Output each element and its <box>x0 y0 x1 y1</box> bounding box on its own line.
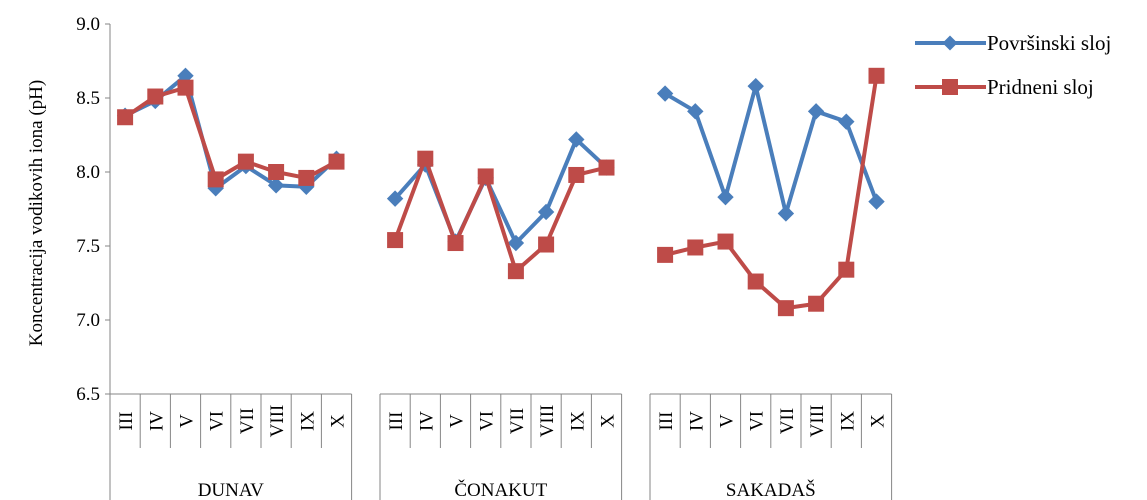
legend-label: Pridneni sloj <box>987 75 1094 99</box>
category-label: X <box>598 414 619 428</box>
category-label: VI <box>477 411 498 431</box>
data-point <box>298 169 315 186</box>
category-label: V <box>447 414 468 428</box>
category-label: V <box>177 414 198 428</box>
data-point <box>777 300 794 317</box>
y-tick-label: 7.5 <box>76 236 100 257</box>
data-point <box>328 153 345 170</box>
data-point <box>747 77 764 95</box>
data-point <box>537 203 555 221</box>
data-point <box>656 85 674 102</box>
legend-marker <box>942 35 958 51</box>
category-label: III <box>656 412 677 431</box>
data-point <box>386 190 404 207</box>
category-label: V <box>717 414 738 428</box>
data-point <box>447 235 464 252</box>
category-label: VIII <box>267 405 288 438</box>
data-point <box>207 171 224 188</box>
category-label: VII <box>507 408 528 434</box>
category-label: IX <box>837 411 858 431</box>
category-label: VII <box>777 408 798 434</box>
data-point <box>747 273 764 290</box>
category-label: VIII <box>807 405 828 438</box>
group-label: DUNAV <box>198 480 264 500</box>
data-point <box>838 261 855 278</box>
data-point <box>268 164 285 180</box>
data-point <box>417 150 434 167</box>
group-label: SAKADAŠ <box>726 479 816 500</box>
data-point <box>687 239 704 256</box>
data-point <box>507 234 525 252</box>
data-point <box>177 79 194 96</box>
data-point <box>568 131 585 148</box>
category-label: IX <box>297 411 318 431</box>
category-label: VI <box>747 411 768 431</box>
category-label: VI <box>207 411 228 431</box>
category-label: IV <box>416 411 437 431</box>
data-point <box>267 177 285 194</box>
data-point <box>777 205 795 222</box>
legend: Površinski sloj Pridneni sloj <box>915 31 1111 99</box>
category-label: III <box>116 412 137 431</box>
data-point <box>568 166 585 183</box>
data-point <box>387 232 404 249</box>
category-label: IX <box>567 411 588 431</box>
series-line <box>393 156 607 274</box>
category-label: IV <box>146 411 167 431</box>
data-point <box>237 153 254 170</box>
category-label: IV <box>686 411 707 431</box>
legend-marker <box>942 79 958 95</box>
category-label: III <box>386 412 407 431</box>
data-point <box>147 88 164 105</box>
data-point <box>117 109 134 126</box>
legend-label: Površinski sloj <box>987 31 1111 55</box>
data-point <box>657 246 674 263</box>
data-point <box>807 103 825 120</box>
y-tick-label: 7.0 <box>76 310 100 331</box>
data-point <box>598 159 615 176</box>
data-point <box>717 233 734 250</box>
category-label: VIII <box>537 405 558 438</box>
legend-item: Pridneni sloj <box>915 75 1094 99</box>
group-label: ČONAKUT <box>454 479 547 500</box>
data-point <box>868 193 885 210</box>
data-point <box>538 236 555 253</box>
data-point <box>808 295 825 312</box>
category-label: VII <box>237 408 258 434</box>
data-point <box>868 67 885 84</box>
series-1 <box>117 67 885 317</box>
data-point <box>507 263 524 280</box>
y-tick-label: 8.0 <box>76 162 100 183</box>
y-tick-label: 8.5 <box>76 88 100 109</box>
category-label: X <box>868 414 889 428</box>
y-tick-label: 6.5 <box>76 384 100 405</box>
data-point <box>687 103 704 120</box>
data-point <box>717 188 734 206</box>
category-label: X <box>328 414 349 428</box>
legend-item: Površinski sloj <box>915 31 1111 55</box>
y-axis-title: Koncentracija vodikovih iona (pH) <box>26 80 47 346</box>
data-point <box>477 168 494 185</box>
data-point <box>838 113 855 130</box>
axes: 6.5 7.0 7.5 8.0 8.5 9.0 Koncentracija vodikovi… <box>26 14 893 500</box>
y-tick-label: 9.0 <box>76 14 100 35</box>
series-layer <box>116 67 885 317</box>
